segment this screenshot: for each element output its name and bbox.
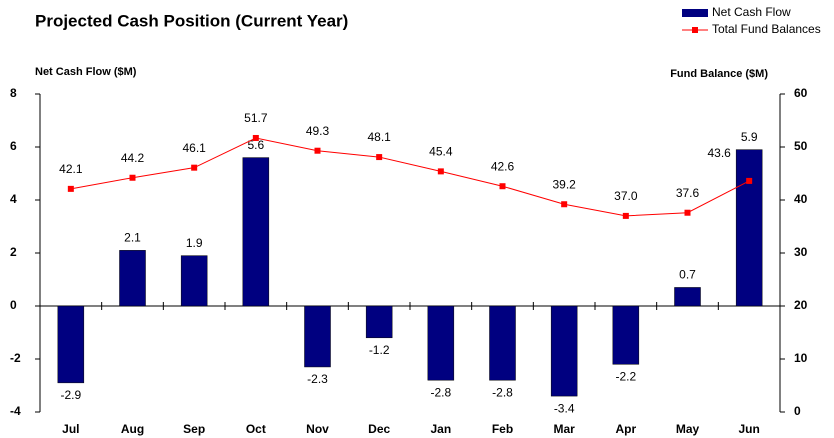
line-marker (684, 209, 691, 216)
line-value-label: 44.2 (121, 151, 145, 165)
line-value-label: 45.4 (429, 145, 453, 159)
bar-value-label: -2.9 (60, 388, 81, 402)
x-tick-label: Jun (738, 422, 759, 436)
line-marker (561, 201, 568, 208)
legend-swatch (682, 9, 708, 17)
y2-axis-title: Fund Balance ($M) (670, 68, 768, 80)
line-value-label: 51.7 (244, 111, 268, 125)
line-value-label: 42.6 (491, 159, 515, 173)
y-tick-label: 2 (10, 245, 17, 259)
bar (57, 305, 85, 384)
line-marker (191, 164, 198, 171)
bar (180, 255, 208, 307)
x-tick-label: Jan (430, 422, 451, 436)
line-value-label: 37.6 (676, 186, 700, 200)
y2-tick-label: 0 (794, 404, 801, 418)
bar-value-label: -2.8 (492, 385, 513, 399)
line-marker (437, 168, 444, 175)
line-value-label: 43.6 (707, 146, 731, 160)
line-marker (622, 212, 629, 219)
bar-value-label: 0.7 (679, 268, 696, 282)
bar (612, 305, 640, 365)
bar (427, 305, 455, 381)
bar (489, 305, 516, 381)
x-tick-label: Apr (615, 422, 636, 436)
y2-tick-label: 50 (794, 139, 808, 153)
x-tick-label: Jul (62, 422, 79, 436)
chart-title: Projected Cash Position (Current Year) (35, 11, 348, 30)
bar-value-label: -2.3 (307, 372, 328, 386)
x-tick-label: Aug (121, 422, 144, 436)
y-tick-label: 8 (10, 86, 17, 100)
line-marker (252, 134, 259, 141)
bar (119, 250, 146, 307)
y2-tick-label: 30 (794, 245, 808, 259)
y-axis-title: Net Cash Flow ($M) (35, 66, 137, 78)
y-tick-label: -2 (10, 351, 21, 365)
bar (550, 305, 578, 397)
line-marker (376, 154, 383, 161)
legend-marker (692, 27, 698, 33)
bar-value-label: -1.2 (369, 343, 390, 357)
x-tick-label: Oct (246, 422, 266, 436)
x-tick-label: Feb (492, 422, 513, 436)
bar (674, 287, 701, 307)
bar (735, 149, 763, 307)
line-marker (314, 147, 321, 154)
bar-value-label: -3.4 (554, 401, 575, 415)
legend-label: Net Cash Flow (712, 5, 791, 19)
y2-tick-label: 60 (794, 86, 808, 100)
x-tick-label: Mar (553, 422, 575, 436)
line (70, 137, 750, 217)
bar (242, 157, 270, 307)
bar-value-label: 5.6 (247, 138, 264, 152)
x-tick-label: May (676, 422, 700, 436)
line-value-label: 39.2 (552, 177, 576, 191)
y-tick-label: 4 (10, 192, 17, 206)
bar (304, 305, 331, 368)
bar-value-label: -2.2 (615, 369, 636, 383)
line-value-label: 37.0 (614, 189, 638, 203)
line-marker (746, 177, 753, 184)
bar-value-label: 1.9 (186, 236, 203, 250)
bar (365, 305, 393, 339)
x-tick-label: Nov (306, 422, 329, 436)
line-value-label: 49.3 (306, 124, 330, 138)
y2-tick-label: 20 (794, 298, 808, 312)
bar-value-label: 2.1 (124, 231, 141, 245)
line-marker (67, 185, 74, 192)
y-tick-label: 6 (10, 139, 17, 153)
line-value-label: 46.1 (182, 141, 206, 155)
x-tick-label: Dec (368, 422, 390, 436)
y2-tick-label: 10 (794, 351, 808, 365)
bar-value-label: -2.8 (430, 385, 451, 399)
y-tick-label: 0 (10, 298, 17, 312)
y-tick-label: -4 (10, 404, 21, 418)
bar-value-label: 5.9 (741, 130, 758, 144)
line-marker (129, 174, 136, 181)
line-value-label: 42.1 (59, 162, 83, 176)
x-tick-label: Sep (183, 422, 205, 436)
legend-label: Total Fund Balances (712, 22, 821, 36)
line-value-label: 48.1 (367, 130, 391, 144)
y2-tick-label: 40 (794, 192, 808, 206)
line-marker (499, 183, 506, 190)
